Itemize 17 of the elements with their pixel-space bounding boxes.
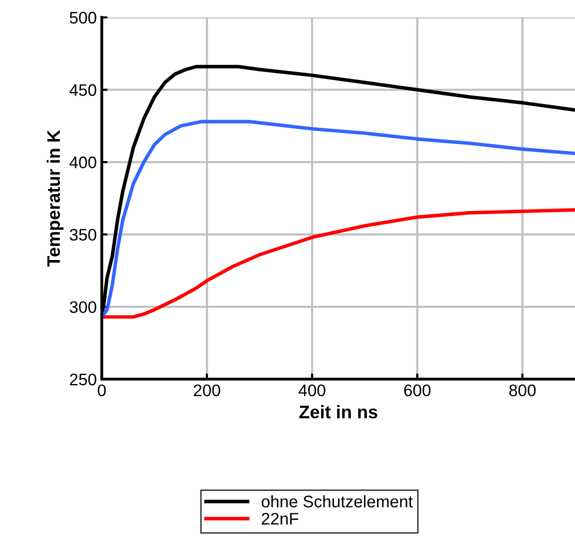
x-tick-label: 0 <box>98 384 106 396</box>
x-axis-title: Zeit in ns <box>299 405 378 418</box>
y-tick-label: 350 <box>70 228 96 241</box>
y-axis-title: Temperatur in K <box>46 130 64 267</box>
x-tick-label: 200 <box>194 384 220 396</box>
y-tick-label: 400 <box>69 156 96 168</box>
x-tick-label: 400 <box>298 384 326 396</box>
line-series <box>102 208 575 319</box>
line-series <box>102 120 575 319</box>
legend-label: 22nF <box>262 512 298 524</box>
y-tick-label: 450 <box>69 84 96 96</box>
x-tick-label: 600 <box>404 384 431 396</box>
legend-label: ohne Schutzelement <box>262 495 413 508</box>
y-tick-label: 250 <box>70 374 96 386</box>
x-tick-label: 800 <box>509 384 536 396</box>
y-tick-label: 300 <box>70 301 96 314</box>
y-tick-label: 500 <box>70 12 96 24</box>
